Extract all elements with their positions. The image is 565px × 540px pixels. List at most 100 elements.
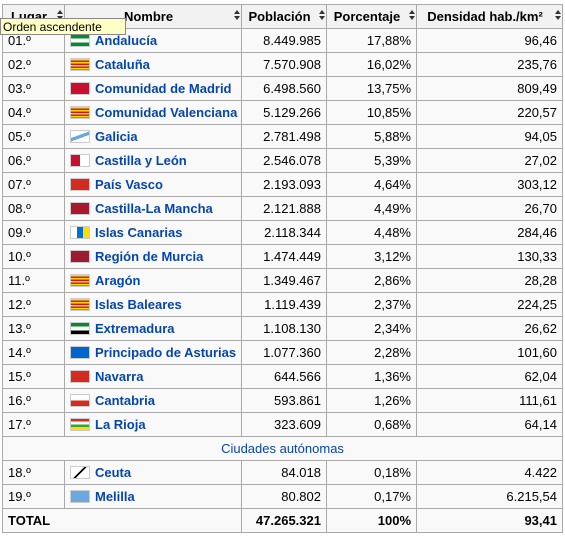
name-cell: Ceuta bbox=[64, 460, 242, 485]
flag-icon bbox=[70, 274, 90, 287]
number-cell: 101,60 bbox=[416, 340, 563, 365]
rank-cell: 06.º bbox=[2, 148, 65, 173]
region-link[interactable]: Castilla-La Mancha bbox=[95, 201, 213, 216]
region-link[interactable]: Comunidad de Madrid bbox=[95, 81, 232, 96]
name-cell: Cantabria bbox=[64, 388, 242, 413]
region-link[interactable]: Navarra bbox=[95, 369, 144, 384]
column-header[interactable]: Porcentaje bbox=[326, 4, 417, 29]
table-row: 12.º Islas Baleares 1.119.439 2,37% 224,25 bbox=[2, 292, 563, 317]
region-link[interactable]: Comunidad Valenciana bbox=[95, 105, 238, 120]
rank-cell: 10.º bbox=[2, 244, 65, 269]
number-cell: 26,62 bbox=[416, 316, 563, 341]
region-link[interactable]: Cataluña bbox=[95, 57, 150, 72]
number-cell: 6.498.560 bbox=[241, 76, 327, 101]
table-row: 06.º Castilla y León 2.546.078 5,39% 27,02 bbox=[2, 148, 563, 173]
number-cell: 1,26% bbox=[326, 388, 417, 413]
region-link[interactable]: Cantabria bbox=[95, 393, 155, 408]
flag-icon bbox=[70, 58, 90, 71]
region-link[interactable]: Región de Murcia bbox=[95, 249, 204, 264]
number-cell: 94,05 bbox=[416, 124, 563, 149]
name-cell: Aragón bbox=[64, 268, 242, 293]
name-cell: Comunidad Valenciana bbox=[64, 100, 242, 125]
rank-cell: 18.º bbox=[2, 460, 65, 485]
region-link[interactable]: País Vasco bbox=[95, 177, 163, 192]
number-cell: 2.781.498 bbox=[241, 124, 327, 149]
flag-icon bbox=[70, 394, 90, 407]
name-cell: Castilla y León bbox=[64, 148, 242, 173]
table-body: 01.º Andalucía 8.449.985 17,88% 96,46 02.º Cat… bbox=[2, 28, 563, 533]
region-link[interactable]: Extremadura bbox=[95, 321, 175, 336]
table-row: 04.º Comunidad Valenciana 5.129.266 10,85% 2… bbox=[2, 100, 563, 125]
name-cell: Navarra bbox=[64, 364, 242, 389]
number-cell: 5,39% bbox=[326, 148, 417, 173]
number-cell: 5.129.266 bbox=[241, 100, 327, 125]
rank-cell: 17.º bbox=[2, 412, 65, 437]
number-cell: 235,76 bbox=[416, 52, 563, 77]
number-cell: 62,04 bbox=[416, 364, 563, 389]
number-cell: 3,12% bbox=[326, 244, 417, 269]
total-cell: 47.265.321 bbox=[241, 508, 327, 533]
region-link[interactable]: Galicia bbox=[95, 129, 138, 144]
region-link[interactable]: Castilla y León bbox=[95, 153, 187, 168]
number-cell: 220,57 bbox=[416, 100, 563, 125]
flag-icon bbox=[70, 466, 90, 479]
table-row: 17.º La Rioja 323.609 0,68% 64,14 bbox=[2, 412, 563, 437]
rank-cell: 08.º bbox=[2, 196, 65, 221]
rank-cell: 05.º bbox=[2, 124, 65, 149]
flag-icon bbox=[70, 106, 90, 119]
table-row: 03.º Comunidad de Madrid 6.498.560 13,75% 80… bbox=[2, 76, 563, 101]
column-header[interactable]: Densidad hab./km² bbox=[416, 4, 563, 29]
table-row: 19.º Melilla 80.802 0,17% 6.215,54 bbox=[2, 484, 563, 509]
region-link[interactable]: Aragón bbox=[95, 273, 141, 288]
number-cell: 2.118.344 bbox=[241, 220, 327, 245]
column-header[interactable]: Población bbox=[241, 4, 327, 29]
region-link[interactable]: La Rioja bbox=[95, 417, 146, 432]
table-row: 07.º País Vasco 2.193.093 4,64% 303,12 bbox=[2, 172, 563, 197]
number-cell: 5,88% bbox=[326, 124, 417, 149]
number-cell: 809,49 bbox=[416, 76, 563, 101]
region-link[interactable]: Andalucía bbox=[95, 33, 158, 48]
number-cell: 2,34% bbox=[326, 316, 417, 341]
name-cell: Región de Murcia bbox=[64, 244, 242, 269]
number-cell: 593.861 bbox=[241, 388, 327, 413]
number-cell: 6.215,54 bbox=[416, 484, 563, 509]
name-cell: Melilla bbox=[64, 484, 242, 509]
rank-cell: 02.º bbox=[2, 52, 65, 77]
region-link[interactable]: Islas Baleares bbox=[95, 297, 182, 312]
region-link[interactable]: Ceuta bbox=[95, 465, 132, 480]
flag-icon bbox=[70, 130, 90, 143]
number-cell: 1,36% bbox=[326, 364, 417, 389]
name-cell: Cataluña bbox=[64, 52, 242, 77]
flag-icon bbox=[70, 250, 90, 263]
number-cell: 1.474.449 bbox=[241, 244, 327, 269]
region-link[interactable]: Melilla bbox=[95, 489, 135, 504]
number-cell: 16,02% bbox=[326, 52, 417, 77]
number-cell: 303,12 bbox=[416, 172, 563, 197]
number-cell: 1.108.130 bbox=[241, 316, 327, 341]
region-link[interactable]: Principado de Asturias bbox=[95, 345, 237, 360]
table-row: 18.º Ceuta 84.018 0,18% 4.422 bbox=[2, 460, 563, 485]
number-cell: 644.566 bbox=[241, 364, 327, 389]
total-row: TOTAL 47.265.321 100% 93,41 bbox=[2, 508, 563, 533]
number-cell: 28,28 bbox=[416, 268, 563, 293]
number-cell: 2,86% bbox=[326, 268, 417, 293]
number-cell: 26,70 bbox=[416, 196, 563, 221]
section-row: Ciudades autónomas bbox=[2, 436, 563, 461]
number-cell: 284,46 bbox=[416, 220, 563, 245]
name-cell: Andalucía bbox=[64, 28, 242, 53]
rank-cell: 11.º bbox=[2, 268, 65, 293]
number-cell: 10,85% bbox=[326, 100, 417, 125]
number-cell: 4,49% bbox=[326, 196, 417, 221]
name-cell: Islas Baleares bbox=[64, 292, 242, 317]
flag-icon bbox=[70, 322, 90, 335]
rank-cell: 07.º bbox=[2, 172, 65, 197]
number-cell: 27,02 bbox=[416, 148, 563, 173]
table-row: 02.º Cataluña 7.570.908 16,02% 235,76 bbox=[2, 52, 563, 77]
number-cell: 111,61 bbox=[416, 388, 563, 413]
number-cell: 4.422 bbox=[416, 460, 563, 485]
name-cell: Extremadura bbox=[64, 316, 242, 341]
region-link[interactable]: Islas Canarias bbox=[95, 225, 183, 240]
number-cell: 0,18% bbox=[326, 460, 417, 485]
total-cell: 100% bbox=[326, 508, 417, 533]
